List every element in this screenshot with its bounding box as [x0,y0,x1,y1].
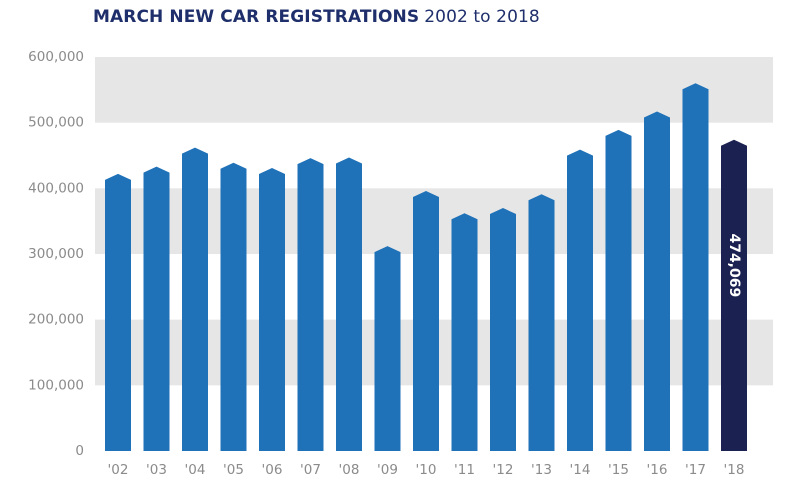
bar [374,246,401,451]
bar [336,157,362,451]
bars [105,83,747,452]
bar [567,149,593,451]
chart-title: MARCH NEW CAR REGISTRATIONS 2002 to 2018 [93,6,540,28]
x-tick-label: '18 [724,462,745,478]
x-axis-ticks: '02 '03 '04 '05 '06 '07 '08 '09 '10 '11 '12 '13 '14 '… [108,462,745,478]
x-tick-label: '05 [223,462,244,478]
x-tick-label: '02 [108,462,129,478]
bar [182,147,208,451]
bar [490,208,516,451]
x-tick-label: '17 [685,462,706,478]
x-tick-label: '07 [300,462,321,478]
y-tick-label: 300,000 [28,246,84,262]
bar [220,162,247,451]
x-tick-label: '06 [262,462,283,478]
y-tick-label: 200,000 [28,312,84,328]
x-tick-label: '14 [570,462,591,478]
grid-band [95,57,773,123]
x-tick-label: '12 [493,462,514,478]
bar [682,83,709,452]
x-tick-label: '11 [454,462,475,478]
x-tick-label: '08 [339,462,360,478]
y-tick-label: 0 [75,443,84,459]
bar [297,158,324,452]
y-tick-label: 600,000 [28,49,84,65]
bar [451,213,478,451]
bar [528,194,555,451]
bar [143,166,170,451]
bar-labels: 474,069 [726,233,742,297]
x-tick-label: '16 [647,462,668,478]
highlight-value-label: 474,069 [726,233,742,297]
bar [605,129,632,451]
y-tick-label: 500,000 [28,115,84,131]
bar [644,111,670,452]
bar [259,167,285,451]
y-axis-ticks: 0 100,000 200,000 300,000 400,000 500,000 600,… [28,49,84,459]
x-tick-label: '10 [416,462,437,478]
x-tick-label: '15 [608,462,629,478]
x-tick-label: '13 [531,462,552,478]
y-tick-label: 100,000 [28,377,84,393]
x-tick-label: '09 [377,462,398,478]
x-tick-label: '03 [146,462,167,478]
bar [105,173,131,452]
chart-title-sub: 2002 to 2018 [424,7,540,27]
y-tick-label: 400,000 [28,180,84,196]
x-tick-label: '04 [185,462,206,478]
bar [413,190,439,451]
chart-title-main: MARCH NEW CAR REGISTRATIONS [93,7,420,27]
bar-2018-highlight [721,139,747,451]
